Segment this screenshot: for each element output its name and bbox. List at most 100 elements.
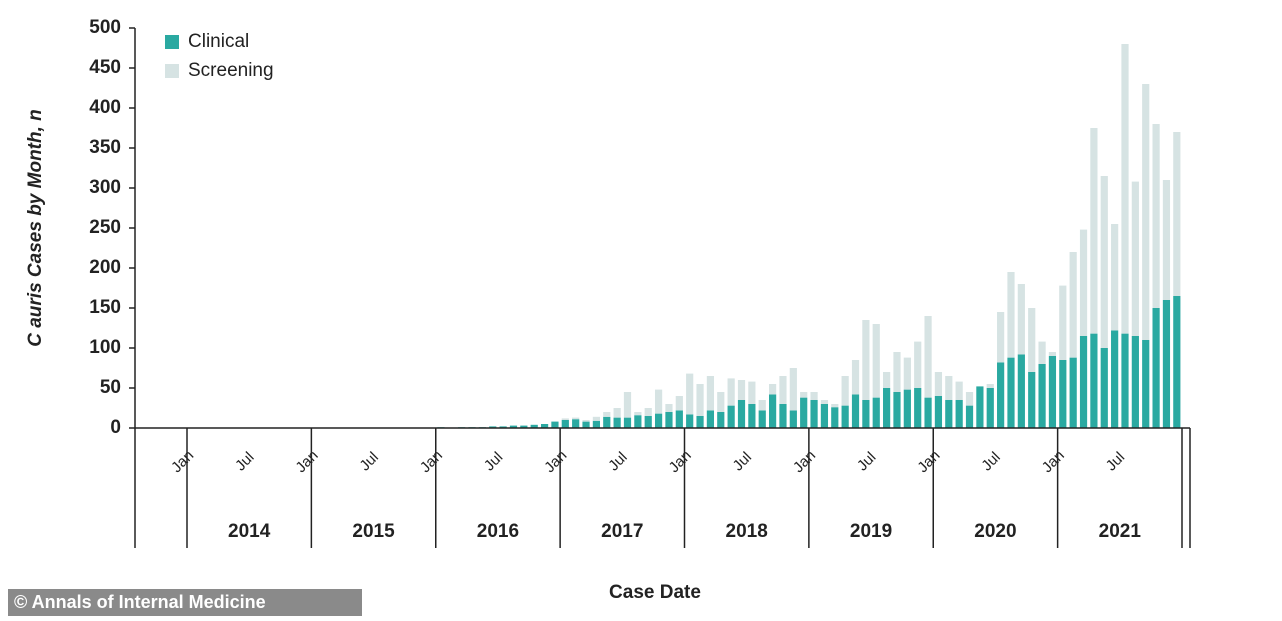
year-label: 2021 (1099, 521, 1142, 542)
bar-segment (623, 417, 632, 428)
year-label: 2017 (601, 521, 643, 542)
y-tick-label: 100 (89, 337, 121, 358)
bar-segment (1079, 336, 1088, 428)
x-tick-label: Jan (790, 447, 819, 476)
bar-segment (1142, 340, 1150, 428)
bar-segment (789, 410, 797, 428)
source: © Annals of Internal Medicine (14, 592, 266, 612)
year-label: 2020 (974, 521, 1016, 542)
bar-segment (717, 412, 725, 428)
bar-segment (1028, 372, 1036, 428)
x-tick-label: Jan (292, 447, 321, 476)
bar-segment (831, 404, 839, 408)
bar-segment (654, 389, 663, 414)
bar-segment (789, 368, 797, 411)
x-tick-label: Jan (914, 447, 943, 476)
x-tick-label: Jul (730, 449, 756, 475)
bar-segment (582, 420, 590, 422)
bar-segment (1079, 229, 1088, 336)
bar-segment (768, 384, 777, 395)
x-tick-label: Jan (666, 447, 695, 476)
bar-segment (675, 410, 683, 428)
bar-segment (727, 378, 735, 406)
bar-segment (955, 381, 963, 400)
x-tick-label: Jan (1039, 447, 1068, 476)
bar-segment (934, 396, 943, 428)
legend-swatch (165, 35, 179, 49)
bar-segment (706, 376, 715, 411)
y-tick-label: 400 (89, 97, 121, 118)
bar-segment (820, 400, 829, 404)
bar-segment (1059, 285, 1067, 360)
bar-segment (1162, 300, 1171, 428)
bar-segment (654, 413, 663, 428)
x-tick-label: Jul (605, 449, 631, 475)
bar-segment (592, 416, 601, 421)
bar-segment (748, 381, 756, 404)
bar-segment (592, 420, 601, 428)
bar-segment (717, 392, 725, 412)
bar-segment (955, 400, 963, 428)
bar-segment (883, 388, 891, 428)
bar-segment (883, 372, 891, 388)
bar-segment (686, 414, 694, 428)
bar-segment (582, 421, 590, 428)
y-tick-label: 0 (110, 417, 121, 438)
bar-segment (520, 425, 528, 428)
bar-segment (561, 418, 569, 420)
bar-segment (737, 400, 746, 428)
bar-segment (779, 404, 787, 428)
bar-segment (914, 388, 922, 428)
bar-segment (1048, 352, 1057, 356)
bar-segment (1090, 128, 1098, 334)
y-tick-label: 150 (89, 297, 121, 318)
bar-segment (976, 386, 984, 428)
x-tick-label: Jul (356, 449, 382, 475)
legend-label: Screening (188, 60, 274, 81)
bar-segment (1007, 357, 1015, 428)
bar-segment (1152, 308, 1160, 428)
y-tick-label: 350 (89, 137, 121, 158)
bar-segment (862, 400, 870, 428)
bar-segment (810, 392, 818, 400)
bar-segment (1059, 360, 1067, 428)
bar-segment (748, 404, 756, 428)
source-box (8, 589, 362, 616)
bar-segment (924, 397, 932, 428)
bar-segment (997, 312, 1005, 363)
bar-segment (820, 404, 829, 428)
y-tick-label: 450 (89, 57, 121, 78)
bar-segment (934, 372, 943, 396)
bar-segment (696, 384, 704, 416)
x-tick-label: Jan (541, 447, 570, 476)
legend-swatch (165, 64, 179, 78)
bar-segment (1017, 284, 1025, 355)
bar-segment (1142, 84, 1150, 340)
bar-segment (561, 420, 569, 428)
x-tick-label: Jan (417, 447, 446, 476)
bar-segment (1100, 348, 1108, 428)
bar-segment (1121, 333, 1129, 428)
bar-segment (862, 320, 870, 400)
bar-segment (551, 421, 559, 428)
bar-segment (489, 426, 497, 428)
x-tick-label: Jul (978, 449, 1004, 475)
bar-segment (851, 360, 860, 395)
bar-segment (1017, 354, 1025, 428)
bar-segment (924, 316, 932, 398)
bar-segment (841, 376, 849, 406)
bar-segment (1111, 330, 1119, 428)
bar-segment (903, 357, 911, 390)
bar-segment (965, 405, 974, 428)
legend-label: Clinical (188, 31, 249, 52)
bar-segment (737, 380, 746, 400)
bar-segment (758, 400, 766, 411)
bar-segment (1131, 181, 1139, 336)
bar-segment (509, 425, 518, 428)
bar-segment (851, 394, 860, 428)
bar-segment (634, 412, 642, 416)
bar-segment (540, 424, 549, 428)
x-tick-label: Jul (481, 449, 507, 475)
